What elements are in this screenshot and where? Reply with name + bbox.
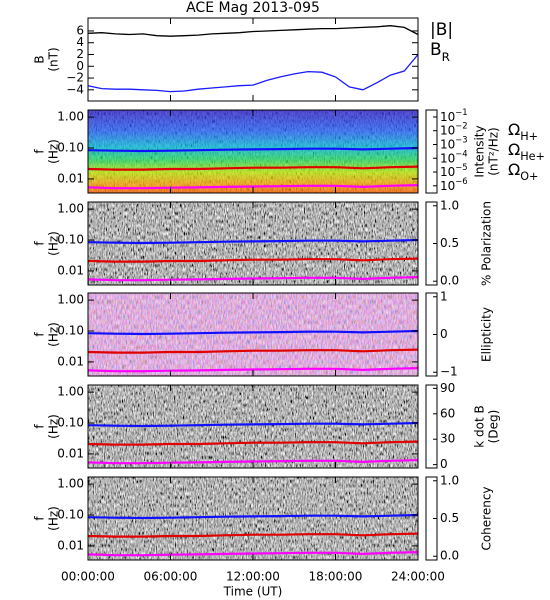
- colorbar-tick-label: 0: [440, 327, 448, 341]
- legend-entry: BR: [430, 40, 450, 64]
- colorbar-tick-label: 1.0: [440, 473, 459, 487]
- colorbar-tick-label: 10−2: [440, 120, 468, 137]
- y-axis-label: (Hz): [47, 414, 61, 439]
- colorbar-tick-label: 30: [440, 432, 455, 446]
- y-tick-label: 6: [76, 23, 84, 37]
- x-tick-label: 06:00:00: [144, 570, 198, 584]
- y-tick-label: −2: [66, 71, 84, 85]
- colorbar-tick-label: 60: [440, 406, 455, 420]
- legend-entry: ΩHe+: [508, 140, 545, 163]
- y-tick-label: 1.00: [57, 293, 84, 307]
- x-axis-label: Time (UT): [223, 585, 283, 599]
- colorbar-tick-label: 1: [440, 289, 448, 303]
- colorbar-label: % Polarization: [480, 201, 494, 286]
- y-axis-label: (Hz): [47, 506, 61, 531]
- chart-title: ACE Mag 2013-095: [186, 0, 320, 16]
- colorbar-label: Intensity: [473, 125, 487, 177]
- gyrofrequency-line: [87, 551, 419, 557]
- y-tick-label: 0.01: [57, 538, 84, 552]
- y-tick-label: −4: [66, 82, 84, 96]
- gyrofrequency-line: [87, 276, 419, 282]
- colorbar-tick-label: 10−1: [440, 106, 468, 123]
- gyrofrequency-line: [87, 238, 419, 245]
- colorbar-tick-label: 10−4: [440, 148, 468, 165]
- y-axis-label: f: [33, 424, 47, 429]
- gyrofrequency-line: [87, 257, 419, 263]
- gyrofrequency-line: [87, 459, 419, 465]
- y-axis-label: (Hz): [47, 322, 61, 347]
- legend-entry: |B|: [430, 20, 453, 40]
- colorbar-tick-label: 90: [440, 381, 455, 395]
- colorbar: [425, 109, 438, 194]
- y-tick-label: 0.01: [57, 263, 84, 277]
- y-tick-label: 1.00: [57, 110, 84, 124]
- colorbar-tick-label: 10−6: [440, 175, 468, 192]
- y-tick-label: 0.01: [57, 446, 84, 460]
- gyrofrequency-line: [87, 165, 419, 171]
- x-tick-label: 12:00:00: [226, 570, 280, 584]
- y-axis-label: B: [33, 55, 47, 63]
- y-tick-label: 0.10: [57, 416, 84, 430]
- colorbar-tick-label: 1.0: [440, 198, 459, 212]
- x-tick-label: 00:00:00: [61, 570, 115, 584]
- gyrofrequency-line: [87, 532, 419, 538]
- y-tick-label: 2: [76, 47, 84, 61]
- colorbar-label: Ellipticity: [480, 307, 494, 362]
- y-axis-label: f: [33, 241, 47, 246]
- gyrofrequency-line: [87, 348, 419, 354]
- y-axis-label: (nT): [47, 47, 61, 71]
- line-series: [87, 25, 419, 37]
- y-axis-label: (Hz): [47, 139, 61, 164]
- y-tick-label: 1.00: [57, 202, 84, 216]
- colorbar-tick-label: −1: [440, 365, 458, 379]
- colorbar-tick-label: 0.5: [440, 511, 459, 525]
- y-tick-label: 1.00: [57, 477, 84, 491]
- gyrofrequency-line: [87, 513, 419, 520]
- y-tick-label: 0.10: [57, 324, 84, 338]
- x-tick-label: 18:00:00: [309, 570, 363, 584]
- y-axis-label: f: [33, 332, 47, 337]
- colorbar-tick-label: 0.0: [440, 549, 459, 563]
- y-tick-label: 0.10: [57, 508, 84, 522]
- y-tick-label: 4: [76, 35, 84, 49]
- colorbar-tick-label: 10−5: [440, 162, 468, 179]
- y-axis-label: f: [33, 516, 47, 521]
- colorbar-label: Coherency: [480, 486, 494, 550]
- colorbar: [425, 384, 438, 469]
- gyrofrequency-line: [87, 329, 419, 336]
- line-series: [87, 54, 419, 93]
- y-tick-label: 0.01: [57, 171, 84, 185]
- y-tick-label: 0.10: [57, 141, 84, 155]
- plot-frame: [87, 17, 419, 102]
- colorbar-label: (nT²/Hz): [487, 127, 501, 175]
- colorbar-tick-label: 10−3: [440, 134, 468, 151]
- colorbar-label: (Deg): [487, 410, 501, 444]
- y-tick-label: 0.01: [57, 354, 84, 368]
- x-tick-label: 24:00:00: [391, 570, 445, 584]
- colorbar-tick-label: 0.0: [440, 274, 459, 288]
- gyrofrequency-line: [87, 146, 419, 153]
- gyrofrequency-line: [87, 184, 419, 190]
- gyrofrequency-line: [87, 421, 419, 428]
- y-axis-label: f: [33, 149, 47, 154]
- legend-entry: ΩH+: [508, 120, 538, 143]
- y-tick-label: 0.10: [57, 233, 84, 247]
- colorbar-label: k dot B: [473, 405, 487, 447]
- gyrofrequency-line: [87, 440, 419, 446]
- y-axis-label: (Hz): [47, 231, 61, 256]
- colorbar-tick-label: 0: [440, 457, 448, 471]
- colorbar-tick-label: 0.5: [440, 236, 459, 250]
- y-tick-label: 0: [76, 59, 84, 73]
- legend-entry: ΩO+: [508, 160, 538, 183]
- y-tick-label: 1.00: [57, 385, 84, 399]
- gyrofrequency-line: [87, 367, 419, 373]
